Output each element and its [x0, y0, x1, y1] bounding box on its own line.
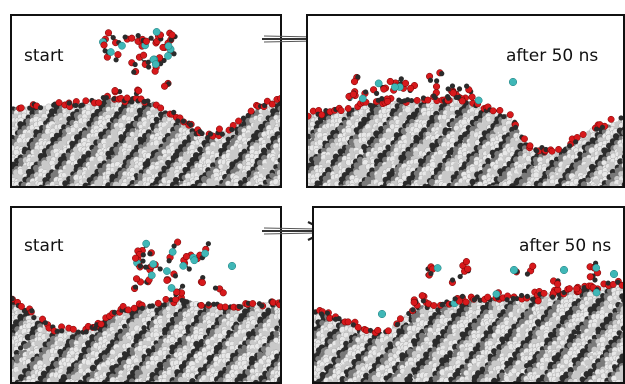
molecular-snapshot	[12, 238, 280, 382]
panel-bottom-after: after 50 ns	[312, 206, 625, 384]
panel-top-start: start	[10, 14, 282, 188]
molecular-snapshot	[12, 28, 280, 186]
panel-label: start	[24, 46, 64, 66]
panel-top-after: after 50 ns	[306, 14, 625, 188]
molecular-snapshot	[314, 258, 623, 382]
molecular-snapshot	[308, 69, 623, 186]
panel-label: after 50 ns	[506, 46, 599, 66]
panel-label: after 50 ns	[519, 236, 612, 256]
panel-bottom-start: start	[10, 206, 282, 384]
panel-label: start	[24, 236, 64, 256]
